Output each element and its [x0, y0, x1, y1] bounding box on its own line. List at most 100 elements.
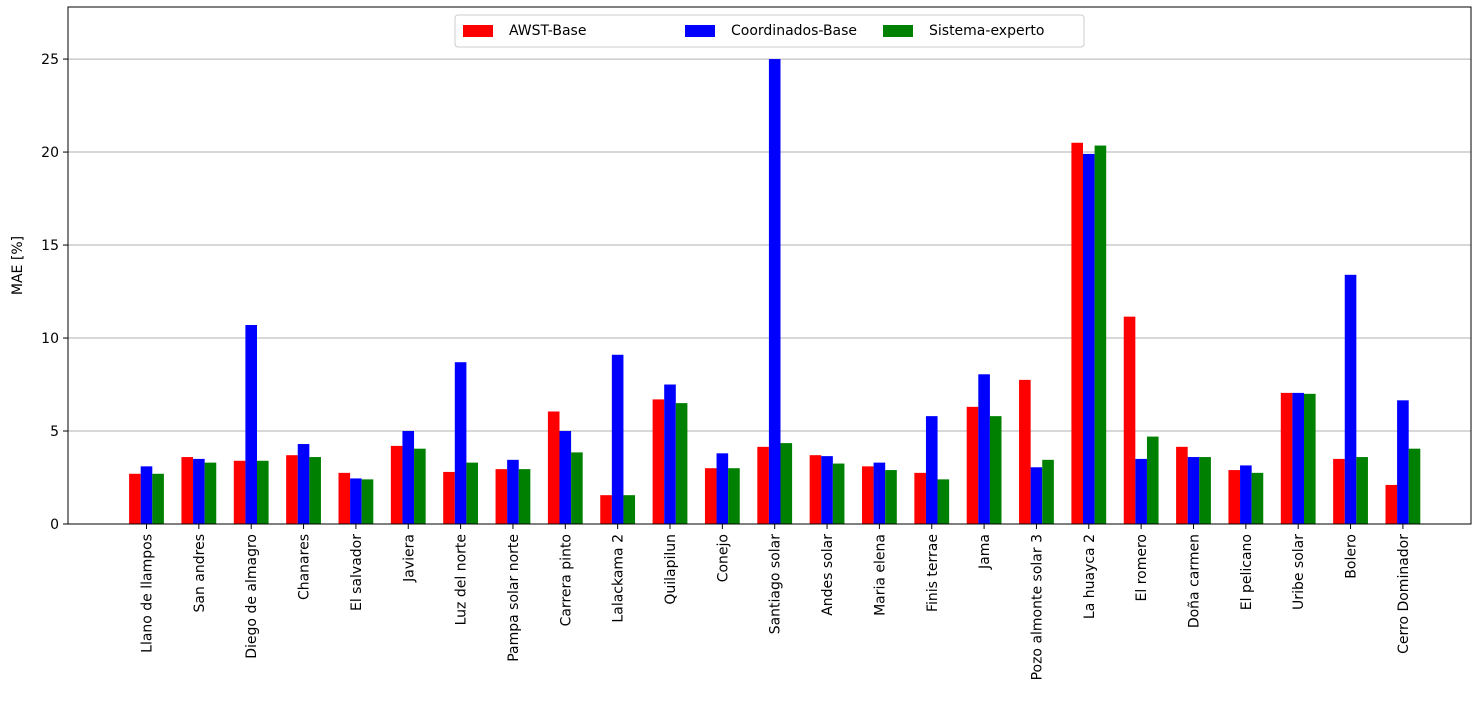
bar-coordinados-base: [507, 459, 519, 524]
bar-awst-base: [443, 471, 455, 524]
x-tick-label: La huayca 2: [1082, 534, 1098, 619]
y-tick-label: 15: [41, 238, 59, 254]
x-axis: Llano de llampos San andres Diego de almag…: [140, 524, 1412, 680]
x-tick-label: Llano de llampos: [140, 534, 156, 653]
bar-sistema-experto: [1408, 448, 1421, 524]
bar-sistema-experto: [414, 448, 426, 524]
legend-swatch: [685, 25, 715, 37]
bar-awst-base: [495, 469, 508, 524]
bar-awst-base: [914, 472, 926, 524]
bar-sistema-experto: [885, 470, 897, 524]
bar-coordinados-base: [1135, 458, 1147, 524]
y-tick-label: 5: [50, 424, 59, 440]
bar-sistema-experto: [675, 403, 688, 524]
bar-awst-base: [809, 455, 822, 524]
bar-sistema-experto: [1356, 457, 1368, 524]
bar-awst-base: [704, 468, 717, 524]
bar-awst-base: [129, 473, 141, 524]
x-tick-label: San andres: [192, 534, 208, 612]
y-tick-label: 20: [41, 145, 59, 161]
bar-awst-base: [1385, 484, 1398, 524]
x-tick-label: Cerro Dominador: [1396, 534, 1412, 654]
bar-coordinados-base: [873, 462, 886, 524]
x-tick-label: Javiera: [401, 534, 417, 583]
x-tick-label: Pampa solar norte: [506, 534, 522, 662]
bar-sistema-experto: [1304, 393, 1316, 524]
x-tick-label: Diego de almagro: [244, 534, 260, 659]
x-tick-label: Doña carmen: [1187, 534, 1203, 628]
x-tick-label: Conejo: [715, 534, 731, 582]
bar-sistema-experto: [989, 416, 1002, 524]
bar-sistema-experto: [518, 469, 531, 524]
x-tick-label: Bolero: [1344, 534, 1360, 579]
x-tick-label: Uribe solar: [1291, 534, 1307, 610]
x-tick-label: Luz del norte: [454, 534, 470, 625]
bar-coordinados-base: [978, 374, 990, 524]
x-tick-label: Andes solar: [820, 534, 836, 616]
x-tick-label: El pelicano: [1239, 534, 1255, 610]
bar-coordinados-base: [454, 362, 467, 524]
x-tick-label: Carrera pinto: [558, 534, 574, 626]
bar-awst-base: [286, 455, 298, 524]
bar-coordinados-base: [1083, 153, 1095, 524]
bar-awst-base: [966, 406, 979, 524]
x-tick-label: Jama: [977, 534, 993, 570]
x-tick-label: Maria elena: [872, 534, 888, 616]
x-tick-label: Lalackama 2: [611, 534, 627, 623]
bar-coordinados-base: [140, 466, 153, 524]
bar-awst-base: [1071, 142, 1083, 525]
y-tick-label: 10: [41, 331, 59, 347]
bar-coordinados-base: [1240, 465, 1252, 524]
bar-sistema-experto: [204, 462, 217, 524]
bar-coordinados-base: [925, 416, 938, 524]
bar-sistema-experto: [623, 495, 636, 524]
bar-awst-base: [1228, 470, 1241, 524]
bar-coordinados-base: [297, 444, 310, 524]
x-tick-label: Chanares: [297, 534, 313, 600]
bar-coordinados-base: [611, 354, 624, 524]
x-tick-label: Finis terrae: [925, 534, 941, 612]
legend-label: Coordinados-Base: [731, 23, 857, 39]
x-tick-label: Quilapilun: [663, 534, 679, 605]
bar-coordinados-base: [1187, 457, 1200, 524]
bar-coordinados-base: [768, 59, 781, 525]
legend-label: Sistema-experto: [929, 23, 1044, 39]
bar-sistema-experto: [361, 479, 374, 524]
bar-awst-base: [1280, 392, 1293, 524]
bar-sistema-experto: [937, 479, 950, 524]
bar-coordinados-base: [193, 458, 205, 524]
bar-sistema-experto: [152, 473, 164, 524]
bar-sistema-experto: [309, 457, 321, 524]
bar-sistema-experto: [728, 468, 740, 524]
x-tick-label: El salvador: [349, 534, 365, 611]
bar-coordinados-base: [1030, 467, 1043, 524]
legend-box: [454, 14, 1085, 48]
y-axis: 0 5 10 15 20 25: [41, 52, 68, 533]
bar-awst-base: [1123, 316, 1136, 524]
bar-awst-base: [1176, 446, 1188, 524]
bar-sistema-experto: [257, 460, 269, 524]
bar-awst-base: [390, 445, 403, 524]
bar-sistema-experto: [1042, 459, 1054, 524]
bar-sistema-experto: [832, 463, 845, 524]
legend-swatch: [463, 25, 493, 37]
bar-coordinados-base: [1292, 392, 1304, 524]
bar-coordinados-base: [821, 456, 833, 524]
bars: [129, 59, 1421, 525]
x-tick-label: Pozo almonte solar 3: [1029, 534, 1045, 680]
bar-awst-base: [181, 457, 194, 524]
x-tick-label: El romero: [1134, 534, 1150, 601]
bar-coordinados-base: [245, 325, 257, 524]
bar-sistema-experto: [466, 462, 478, 524]
bar-coordinados-base: [716, 453, 729, 524]
legend-swatch: [883, 25, 913, 37]
bar-awst-base: [652, 399, 665, 524]
x-tick-label: Santiago solar: [768, 534, 784, 635]
bar-awst-base: [233, 460, 246, 524]
legend: AWST-Base Coordinados-Base Sistema-experto: [454, 14, 1085, 48]
bar-coordinados-base: [559, 431, 572, 524]
bar-coordinados-base: [664, 384, 676, 524]
bar-coordinados-base: [1344, 274, 1357, 524]
bar-awst-base: [600, 495, 612, 524]
